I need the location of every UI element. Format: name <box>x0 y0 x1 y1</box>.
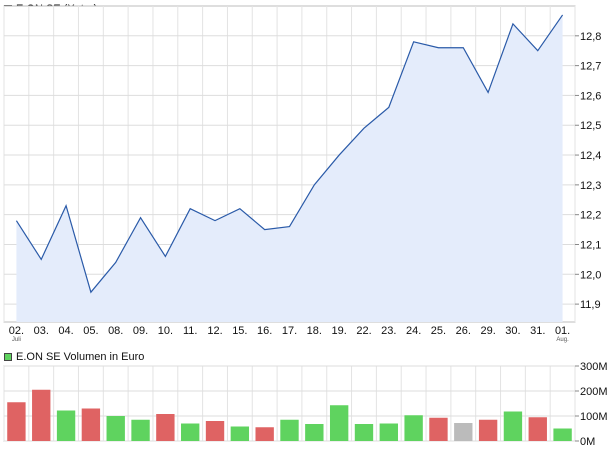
volume-ytick-label: 0M <box>580 436 595 448</box>
price-xtick-label: 10. <box>158 325 173 337</box>
price-xtick-label: 04. <box>58 325 73 337</box>
price-xtick-label: 16. <box>257 325 272 337</box>
price-xtick-label: 01. <box>555 325 570 337</box>
price-xtick-label: 25. <box>431 325 446 337</box>
volume-ytick-label: 300M <box>580 361 608 373</box>
volume-bar <box>429 417 448 441</box>
price-ytick-label: 12,4 <box>580 150 601 162</box>
volume-bar <box>528 417 547 441</box>
price-xtick-label: 23. <box>381 325 396 337</box>
price-xtick-label: 08. <box>108 325 123 337</box>
price-xtick-label: 30. <box>505 325 520 337</box>
price-ytick-label: 12,1 <box>580 239 601 251</box>
volume-bar <box>379 423 398 441</box>
volume-bar <box>255 427 274 441</box>
price-xtick-label: 29. <box>480 325 495 337</box>
price-xtick-label: 09. <box>133 325 148 337</box>
volume-bar <box>131 419 150 441</box>
volume-ytick-label: 200M <box>580 386 608 398</box>
price-xtick-label: 03. <box>34 325 49 337</box>
volume-ytick-label: 100M <box>580 411 608 423</box>
price-xtick-label: 02. <box>9 325 24 337</box>
volume-bar <box>56 410 76 441</box>
volume-bar <box>230 426 250 441</box>
price-xtick-label: 19. <box>332 325 347 337</box>
volume-bar <box>354 424 374 441</box>
price-xtick-label: 18. <box>307 325 322 337</box>
volume-bar <box>32 389 51 441</box>
price-xtick-label: 15. <box>232 325 247 337</box>
volume-bar <box>181 423 200 441</box>
price-xtick-label: 31. <box>530 325 545 337</box>
price-line <box>15 14 564 294</box>
volume-bar <box>156 414 175 441</box>
volume-legend-swatch <box>4 352 12 361</box>
price-xtick-label: 24. <box>406 325 421 337</box>
volume-bar <box>305 424 324 441</box>
price-xtick-sublabel: Aug. <box>556 337 569 343</box>
volume-bar <box>553 428 572 441</box>
volume-bar <box>454 423 473 441</box>
volume-bar <box>7 402 26 441</box>
volume-legend: E.ON SE Volumen in Euro <box>4 350 144 363</box>
price-ytick-label: 11,9 <box>580 299 601 311</box>
price-xtick-label: 26. <box>456 325 471 337</box>
price-xtick-sublabel: Juli <box>12 337 21 343</box>
price-ytick-label: 12,6 <box>580 90 601 102</box>
price-xtick-label: 12. <box>207 325 222 337</box>
volume-bar <box>503 411 523 441</box>
volume-bar <box>404 415 423 441</box>
volume-bar <box>329 405 349 441</box>
volume-bar <box>478 419 498 441</box>
price-ytick-label: 12,2 <box>580 210 601 222</box>
volume-bar <box>106 416 125 441</box>
price-xtick-label: 22. <box>356 325 371 337</box>
price-ytick-label: 12,8 <box>580 31 601 43</box>
price-ytick-label: 12,7 <box>580 61 601 73</box>
price-xtick-label: 11. <box>183 325 197 337</box>
volume-bar <box>81 408 101 441</box>
volume-bar <box>205 421 225 441</box>
volume-legend-label: E.ON SE Volumen in Euro <box>16 350 145 363</box>
price-xtick-label: 17. <box>282 325 297 337</box>
price-ytick-label: 12,0 <box>580 269 601 281</box>
price-xtick-label: 05. <box>83 325 98 337</box>
price-ytick-label: 12,5 <box>580 120 601 132</box>
price-area-fill <box>16 14 563 323</box>
price-ytick-label: 12,3 <box>580 180 601 192</box>
volume-bar <box>280 419 299 441</box>
